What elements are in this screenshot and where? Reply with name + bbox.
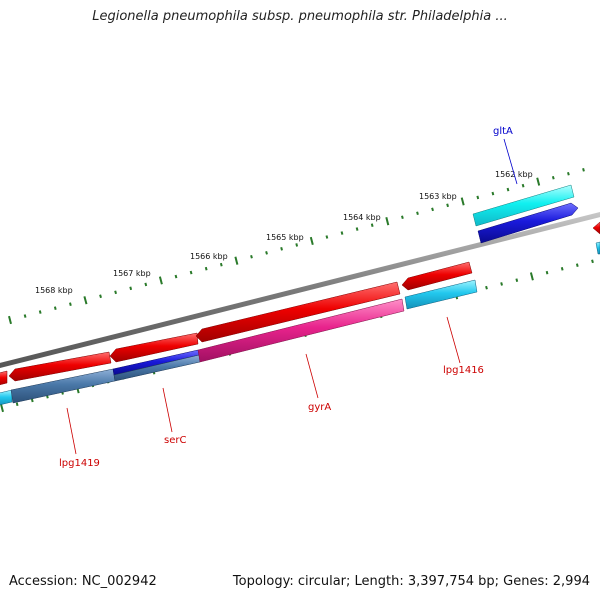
major-tick	[83, 296, 88, 305]
minor-tick	[515, 278, 519, 282]
minor-tick	[567, 171, 570, 176]
topology-text: Topology: circular; Length: 3,397,754 bp…	[232, 574, 590, 589]
accession-text: Accession: NC_002942	[9, 574, 157, 589]
minor-tick	[355, 227, 359, 231]
minor-tick	[204, 266, 208, 271]
major-tick	[460, 197, 465, 206]
minor-tick	[114, 290, 117, 295]
minor-tick	[485, 285, 488, 290]
minor-tick	[53, 306, 57, 310]
minor-tick	[416, 211, 419, 216]
gene-feature[interactable]	[197, 298, 405, 363]
minor-tick	[189, 270, 193, 275]
outer-tick-ring	[8, 168, 585, 325]
minor-tick	[280, 247, 283, 251]
major-tick	[8, 315, 12, 325]
minor-tick	[174, 274, 178, 279]
minor-tick	[38, 310, 42, 314]
minor-tick	[370, 223, 374, 227]
minor-tick	[15, 402, 19, 407]
minor-tick	[144, 282, 148, 287]
minor-tick	[340, 231, 344, 235]
minor-tick	[99, 294, 102, 299]
connector-lpg1419	[66, 407, 77, 455]
connector-serC	[162, 387, 173, 433]
gene-label-gltA[interactable]: gltA	[493, 126, 513, 137]
connector-lpg1416	[446, 316, 461, 364]
minor-tick	[250, 254, 253, 259]
scale-label: 1566 kbp	[190, 252, 228, 261]
gene-feature[interactable]	[0, 370, 8, 386]
scale-label: 1563 kbp	[419, 192, 457, 201]
gene-feature[interactable]	[195, 281, 401, 343]
minor-tick	[431, 207, 434, 212]
minor-tick	[591, 259, 594, 264]
outer-genes	[472, 184, 579, 244]
minor-tick	[401, 215, 404, 220]
major-tick	[309, 236, 314, 246]
major-tick	[158, 276, 163, 285]
gene-label-lpg1416[interactable]: lpg1416	[443, 365, 484, 376]
gene-feature[interactable]	[477, 202, 579, 244]
gene-feature[interactable]	[0, 389, 13, 406]
major-tick	[529, 272, 534, 281]
gene-feature[interactable]	[109, 332, 199, 363]
gene-feature[interactable]	[401, 261, 473, 291]
connector-gltA	[503, 138, 518, 185]
reverse-strand-genes	[0, 241, 600, 406]
minor-tick	[446, 203, 449, 208]
genome-backbone	[0, 211, 600, 369]
label-connectors	[66, 138, 518, 455]
minor-tick	[491, 191, 495, 196]
minor-tick	[30, 398, 34, 403]
major-tick	[234, 256, 239, 265]
minor-tick	[506, 187, 510, 192]
minor-tick	[521, 183, 525, 188]
gene-feature[interactable]	[8, 351, 112, 382]
gene-label-lpg1419[interactable]: lpg1419	[59, 458, 100, 469]
minor-tick	[295, 243, 299, 247]
minor-tick	[69, 302, 72, 306]
connector-gyrA	[305, 353, 319, 399]
major-tick	[536, 177, 541, 186]
major-tick	[385, 217, 390, 226]
gene-label-serC[interactable]: serC	[164, 435, 186, 446]
minor-tick	[545, 270, 549, 275]
minor-tick	[129, 286, 133, 291]
map-title: Legionella pneumophila subsp. pneumophil…	[92, 9, 508, 24]
minor-tick	[551, 175, 555, 180]
minor-tick	[476, 195, 480, 200]
scale-label: 1568 kbp	[35, 286, 73, 295]
minor-tick	[219, 262, 223, 267]
scale-label: 1565 kbp	[266, 233, 304, 242]
gene-feature[interactable]	[472, 184, 575, 227]
major-tick	[0, 403, 4, 413]
gene-feature[interactable]	[595, 241, 600, 255]
scale-label: 1567 kbp	[113, 269, 151, 278]
minor-tick	[23, 314, 27, 318]
gene-feature[interactable]	[592, 221, 600, 235]
minor-tick	[575, 263, 579, 267]
minor-tick	[500, 282, 503, 286]
gene-labels: gltA lpg1416 gyrA serC lpg1419	[59, 126, 513, 469]
forward-strand-genes	[0, 221, 600, 386]
gene-feature[interactable]	[404, 279, 478, 310]
scale-label: 1564 kbp	[343, 213, 381, 222]
gene-label-gyrA[interactable]: gyrA	[308, 402, 331, 413]
minor-tick	[560, 267, 564, 271]
minor-tick	[582, 168, 585, 172]
minor-tick	[265, 251, 268, 255]
minor-tick	[325, 235, 329, 239]
